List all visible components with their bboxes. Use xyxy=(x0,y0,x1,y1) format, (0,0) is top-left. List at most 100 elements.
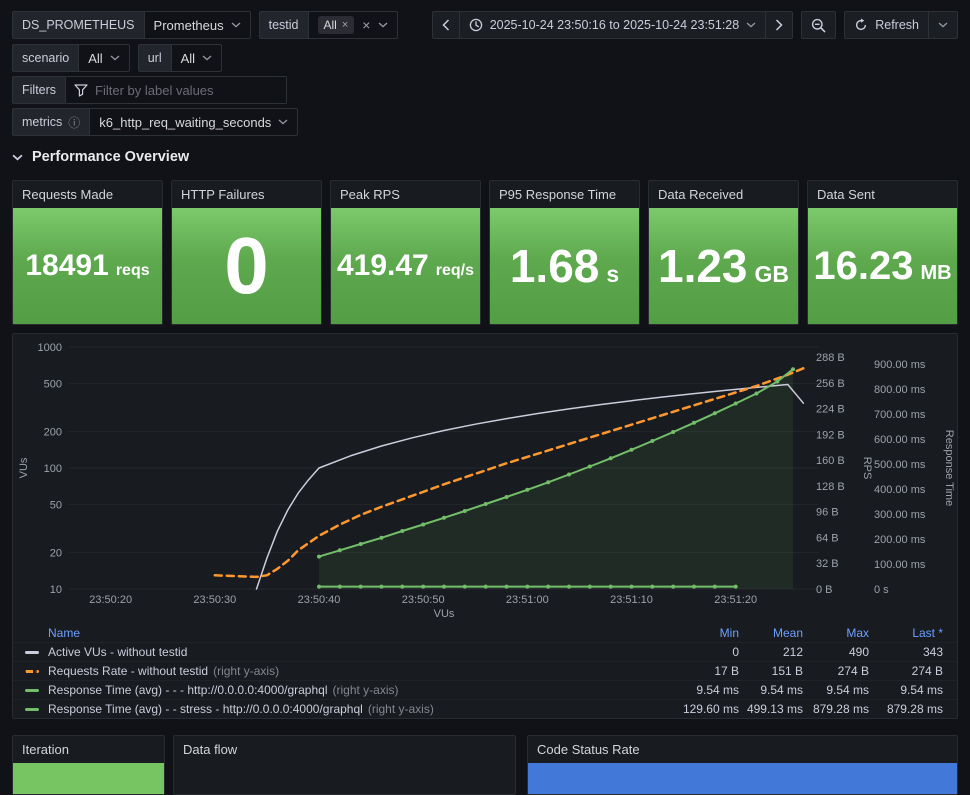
panel-title[interactable]: Data Sent xyxy=(817,187,875,202)
panel-title[interactable]: Data Received xyxy=(658,187,744,202)
scenario-select[interactable]: All xyxy=(79,44,130,72)
series-point xyxy=(442,515,446,520)
time-shift-back-button[interactable] xyxy=(431,11,460,39)
legend-series-name[interactable]: Active VUs - without testid xyxy=(25,645,669,659)
scenario-label: scenario xyxy=(12,44,80,72)
legend-header-last[interactable]: Last * xyxy=(912,625,943,640)
series-point xyxy=(525,584,530,589)
chevron-down-icon xyxy=(12,154,23,160)
zoom-out-button[interactable] xyxy=(801,11,837,39)
series-point xyxy=(754,391,759,396)
chip-remove-icon[interactable]: × xyxy=(341,18,349,31)
panel-title[interactable]: Requests Made xyxy=(22,187,114,202)
clear-selection-icon[interactable]: × xyxy=(362,17,371,33)
series-point xyxy=(650,584,655,589)
series-fill-3 xyxy=(319,369,793,589)
legend-row-requests-rate-without-testid[interactable]: Requests Rate - without testid (right y-a… xyxy=(13,661,957,680)
chevron-down-icon xyxy=(110,55,120,61)
info-circle-icon[interactable]: ⓘ xyxy=(68,115,81,130)
series-point xyxy=(608,456,613,461)
rps-tick-label: 192 B xyxy=(816,429,845,441)
rps-tick-label: 288 B xyxy=(816,352,845,364)
legend-header-max[interactable]: Max xyxy=(846,625,869,640)
legend-row-response-time-avg-stress-http-0-0-0-0-40[interactable]: Response Time (avg) - - stress - http://… xyxy=(13,699,957,718)
panel-title[interactable]: Data flow xyxy=(183,742,238,757)
chip-label: All xyxy=(323,18,337,32)
series-point xyxy=(608,584,613,589)
legend-value-mean: 151 B xyxy=(771,664,803,678)
stat-panel-http-failures: HTTP Failures 0 xyxy=(171,180,322,325)
right-axis-note: (right y-axis) xyxy=(332,683,399,697)
url-label: url xyxy=(137,44,172,72)
stat-panel-peak-rps: Peak RPS 419.47 req/s xyxy=(330,180,481,325)
filters-group: Filters xyxy=(12,76,288,104)
series-point xyxy=(483,584,488,589)
x-tick-label: 23:51:10 xyxy=(610,594,653,606)
scenario-value: All xyxy=(88,50,103,66)
series-point xyxy=(317,584,321,589)
panel-title[interactable]: HTTP Failures xyxy=(181,187,265,202)
panel-title[interactable]: P95 Response Time xyxy=(499,187,617,202)
legend-series-name[interactable]: Requests Rate - without testid (right y-a… xyxy=(25,664,669,678)
stat-unit: reqs xyxy=(115,262,150,279)
panel-title[interactable]: Code Status Rate xyxy=(537,742,640,757)
metrics-label-text: metrics xyxy=(22,115,63,129)
series-point xyxy=(337,548,342,553)
series-point xyxy=(671,430,676,434)
metrics-select[interactable]: k6_http_req_waiting_seconds xyxy=(90,108,299,136)
zoom-out-icon xyxy=(812,18,826,32)
series-point xyxy=(400,584,405,589)
panel-title[interactable]: Peak RPS xyxy=(340,187,400,202)
legend-header-name[interactable]: Name xyxy=(48,625,81,640)
stat-unit: MB xyxy=(920,262,952,284)
metrics-value: k6_http_req_waiting_seconds xyxy=(99,114,272,130)
legend-value-min: 9.54 ms xyxy=(696,683,739,697)
refresh-button[interactable]: Refresh xyxy=(844,11,929,39)
time-series-chart[interactable]: 10 20 50 100 200 500 1000 23:50:20 23:50:30 23:50… xyxy=(13,334,957,606)
series-point xyxy=(671,584,676,589)
testid-chip-all[interactable]: All × xyxy=(317,16,355,34)
panel-data-flow: Data flow xyxy=(173,735,516,795)
time-range-text: 2025-10-24 23:50:16 to 2025-10-24 23:51:… xyxy=(489,18,740,32)
series-point xyxy=(546,480,551,485)
panel-title[interactable]: Iteration xyxy=(22,742,69,757)
legend-value-mean: 212 xyxy=(782,645,803,659)
refresh-interval-dropdown[interactable] xyxy=(928,11,958,39)
series-point xyxy=(629,447,634,452)
filter-funnel-icon xyxy=(74,83,88,97)
time-range-picker-button[interactable]: 2025-10-24 23:50:16 to 2025-10-24 23:51:… xyxy=(458,11,767,39)
left-axis-name: VUs xyxy=(18,457,30,478)
legend-series-name[interactable]: Response Time (avg) - - stress - http://… xyxy=(25,702,669,716)
stat-value: 16.23 xyxy=(813,244,914,288)
stat-value-area: 0 xyxy=(172,208,321,324)
legend-row-active-vus-without-testid[interactable]: Active VUs - without testid 0 212 490 343 xyxy=(13,642,957,661)
series-point xyxy=(712,411,717,416)
y-tick-label: 50 xyxy=(50,499,62,511)
rt-tick-label: 500.00 ms xyxy=(874,459,926,471)
x-tick-label: 23:50:50 xyxy=(402,594,445,606)
series-point xyxy=(400,529,405,533)
legend-header-mean[interactable]: Mean xyxy=(772,625,803,640)
filter-input[interactable] xyxy=(95,77,279,103)
stat-value-area: 1.23 GB xyxy=(649,208,798,324)
legend-header-min[interactable]: Min xyxy=(719,625,739,640)
time-shift-forward-button[interactable] xyxy=(765,11,794,39)
legend-value-last: 9.54 ms xyxy=(900,683,943,697)
rt-tick-label: 0 s xyxy=(874,584,889,596)
series-point xyxy=(317,554,321,559)
time-controls: 2025-10-24 23:50:16 to 2025-10-24 23:51:… xyxy=(431,11,958,39)
testid-select[interactable]: All × × xyxy=(308,11,399,39)
right-axis-note: (right y-axis) xyxy=(367,702,434,716)
series-color-swatch xyxy=(25,669,39,673)
datasource-select[interactable]: Prometheus xyxy=(144,11,251,39)
series-color-swatch xyxy=(25,688,39,692)
metrics-label: metrics ⓘ xyxy=(12,108,91,136)
row-performance-overview[interactable]: Performance Overview xyxy=(12,149,189,165)
legend-series-name[interactable]: Response Time (avg) - - - http://0.0.0.0… xyxy=(25,683,669,697)
stat-value: 0 xyxy=(224,221,269,310)
legend-row-response-time-avg-http-0-0-0-0-4000-grap[interactable]: Response Time (avg) - - - http://0.0.0.0… xyxy=(13,680,957,699)
series-point xyxy=(692,584,696,589)
variables-row-4: metrics ⓘ k6_http_req_waiting_seconds xyxy=(12,108,299,136)
x-tick-label: 23:51:00 xyxy=(506,594,549,606)
url-select[interactable]: All xyxy=(171,44,223,72)
